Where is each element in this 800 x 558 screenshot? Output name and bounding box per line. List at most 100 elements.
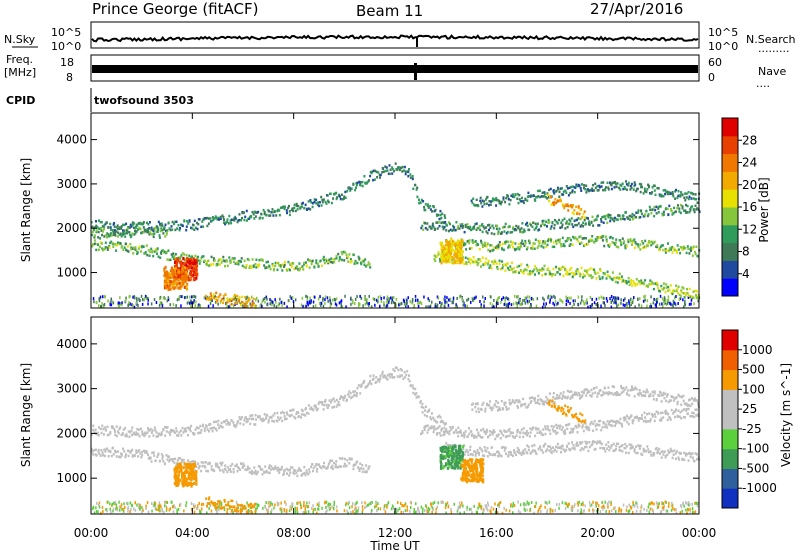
data-cell <box>189 272 191 275</box>
data-cell <box>230 260 232 263</box>
data-cell <box>98 227 100 230</box>
data-cell <box>292 262 294 265</box>
scatter-point <box>596 298 598 301</box>
data-cell <box>128 455 130 458</box>
scatter-point <box>562 301 564 304</box>
scatter-point <box>356 295 358 298</box>
data-cell <box>591 239 593 242</box>
data-cell <box>416 196 418 199</box>
data-cell <box>688 252 690 255</box>
data-cell <box>438 253 440 256</box>
data-cell <box>596 185 598 188</box>
scatter-point <box>518 301 520 304</box>
data-cell <box>577 217 579 220</box>
data-cell <box>558 219 560 222</box>
data-cell <box>262 473 264 476</box>
data-cell <box>230 506 232 509</box>
data-cell <box>115 249 117 252</box>
data-cell <box>211 427 213 430</box>
scatter-point <box>355 507 357 510</box>
data-cell <box>210 295 212 298</box>
data-cell <box>562 237 564 240</box>
scatter-point <box>573 303 575 306</box>
data-cell <box>303 207 305 210</box>
scatter-point <box>344 295 346 298</box>
data-cell <box>318 205 320 208</box>
scatter-point <box>540 510 542 513</box>
scatter-point <box>598 297 600 300</box>
scatter-point <box>497 297 499 300</box>
data-cell <box>631 243 633 246</box>
data-cell <box>172 458 174 461</box>
data-cell <box>686 288 688 291</box>
data-cell <box>546 225 548 228</box>
data-cell <box>186 254 188 257</box>
data-cell <box>695 294 697 297</box>
data-cell <box>516 198 518 201</box>
scatter-point <box>550 508 552 511</box>
data-cell <box>487 232 489 235</box>
noise-left-tick-bottom: 10^0 <box>51 40 81 53</box>
data-cell <box>298 262 300 265</box>
data-cell <box>182 257 184 260</box>
data-cell <box>95 249 97 252</box>
data-cell <box>212 430 214 433</box>
scatter-point <box>427 510 429 513</box>
data-cell <box>168 276 170 279</box>
scatter-point <box>203 503 205 506</box>
data-cell <box>584 275 586 278</box>
data-cell <box>432 417 434 420</box>
data-cell <box>233 471 235 474</box>
data-cell <box>668 205 670 208</box>
data-cell <box>179 227 181 230</box>
data-cell <box>391 373 393 376</box>
scatter-point <box>631 507 633 510</box>
scatter-point <box>210 302 212 305</box>
data-cell <box>518 226 520 229</box>
data-cell <box>259 466 261 469</box>
scatter-point <box>543 298 545 301</box>
data-cell <box>553 189 555 192</box>
data-cell <box>480 265 482 268</box>
data-cell <box>631 216 633 219</box>
data-cell <box>606 277 608 280</box>
data-cell <box>650 212 652 215</box>
scatter-point <box>134 295 136 298</box>
data-cell <box>509 246 511 249</box>
scatter-point <box>581 509 583 512</box>
data-cell <box>581 183 583 186</box>
colorbar-segment <box>722 278 738 296</box>
data-cell <box>134 454 136 457</box>
data-cell <box>672 293 674 296</box>
data-cell <box>477 205 479 208</box>
data-cell <box>446 224 448 227</box>
data-cell <box>176 259 178 262</box>
data-cell <box>684 296 686 299</box>
data-cell <box>219 293 221 296</box>
scatter-point <box>315 304 317 307</box>
data-cell <box>178 271 180 274</box>
data-cell <box>652 208 654 211</box>
data-cell <box>607 271 609 274</box>
scatter-point <box>557 302 559 305</box>
data-cell <box>359 470 361 473</box>
data-cell <box>388 373 390 376</box>
data-cell <box>570 186 572 189</box>
scatter-point <box>266 508 268 511</box>
scatter-point <box>429 299 431 302</box>
data-cell <box>624 218 626 221</box>
data-cell <box>424 409 426 412</box>
scatter-point <box>265 501 267 504</box>
data-cell <box>364 258 366 261</box>
scatter-point <box>442 501 444 504</box>
data-cell <box>660 194 662 197</box>
data-cell <box>283 412 285 415</box>
scatter-point <box>98 504 100 507</box>
data-cell <box>687 245 689 248</box>
scatter-point <box>466 305 468 308</box>
scatter-point <box>271 509 273 512</box>
data-cell <box>455 429 457 432</box>
data-cell <box>486 203 488 206</box>
data-cell <box>469 247 471 250</box>
data-cell <box>501 231 503 234</box>
